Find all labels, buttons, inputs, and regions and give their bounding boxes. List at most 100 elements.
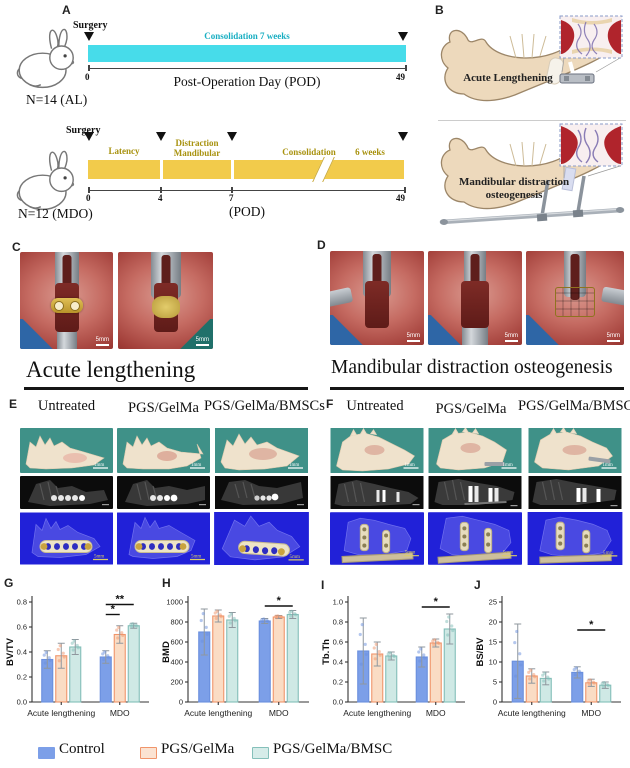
mdo-diagram <box>439 123 625 225</box>
microct-3d-image: 5mm <box>213 512 310 565</box>
timeline-axis-mdo <box>88 190 406 191</box>
caption-underline <box>330 387 624 390</box>
microct-3d-image: 5mm <box>330 512 424 565</box>
scaffold-graft <box>151 295 180 318</box>
rabbit-icon <box>16 28 75 89</box>
distraction-label-2: Mandibular <box>173 148 221 158</box>
col-pgs-gelma-bmscs: PGS/GelMa/BMSCs <box>518 398 630 414</box>
caption-underline <box>24 387 308 390</box>
svg-text:0.8: 0.8 <box>17 598 27 607</box>
svg-text:BMD: BMD <box>161 641 172 663</box>
svg-text:20: 20 <box>489 618 497 627</box>
ct-screw-cluster <box>484 527 493 554</box>
ct-screw-cluster <box>582 529 591 554</box>
distractor-pin <box>540 179 550 217</box>
svg-text:BV/TV: BV/TV <box>5 637 16 666</box>
tick-0: 0 <box>86 193 91 203</box>
svg-text:0.6: 0.6 <box>333 638 343 647</box>
pod-axis-title-2: (POD) <box>229 204 265 219</box>
svg-text:MDO: MDO <box>269 708 289 718</box>
bar <box>429 642 442 703</box>
axis-tick <box>88 65 90 71</box>
marker-day7 <box>227 132 237 141</box>
xray-screws <box>576 488 581 502</box>
svg-text:25: 25 <box>489 598 497 607</box>
legend-swatch-control <box>38 747 55 759</box>
distractor-pin <box>576 175 586 213</box>
svg-text:0: 0 <box>493 698 497 707</box>
col-pgs-gelma: PGS/GelMa <box>128 400 199 416</box>
xray-image <box>20 476 113 509</box>
panel-b-divider <box>438 120 626 121</box>
specimen-photo: 1mm <box>20 428 113 473</box>
surgical-drape <box>526 315 568 345</box>
svg-text:0.2: 0.2 <box>333 678 343 687</box>
marker-day4 <box>156 132 166 141</box>
latency-segment <box>88 160 160 179</box>
microct-3d-image: 5mm <box>428 512 522 565</box>
tick-4: 4 <box>158 193 163 203</box>
scale-bar: 5mm <box>504 333 518 342</box>
n-label-al: N=14 (AL) <box>26 92 88 107</box>
tick-7: 7 <box>229 193 234 203</box>
scale-bar: 5mm <box>290 554 300 560</box>
surgical-photo-mdo-2: 5mm <box>428 251 522 345</box>
panel-letter-d: D <box>317 238 326 252</box>
rabbit-icon <box>16 150 75 211</box>
scale-bar: 5mm <box>603 550 613 556</box>
microct-3d-image: 5mm <box>117 512 210 565</box>
consolidation-label: Consolidation <box>282 147 336 157</box>
specimen-photo: 1mm <box>526 428 624 473</box>
svg-text:Acute lengthening: Acute lengthening <box>498 708 566 718</box>
axis-tick <box>88 187 90 193</box>
bar <box>272 616 285 703</box>
svg-text:5: 5 <box>493 678 497 687</box>
surgery-label-1: Surgery <box>73 20 108 31</box>
svg-text:200: 200 <box>170 678 183 687</box>
scale-bar: 1mm <box>191 463 201 468</box>
surgery-marker <box>84 32 94 41</box>
gold-plate <box>50 297 83 313</box>
specimen-photo: 1mm <box>330 428 424 473</box>
axis-tick <box>405 65 407 71</box>
scale-bar: 5mm <box>405 550 415 556</box>
acute-lengthening-diagram <box>440 15 623 102</box>
bar <box>127 625 140 703</box>
legend-label-pgs-gelma-bmsc: PGS/GelMa/BMSC <box>273 741 393 757</box>
bar <box>113 633 126 703</box>
xray-image <box>213 476 310 509</box>
rabbit-eye <box>63 54 67 58</box>
surgery-label-2: Surgery <box>66 125 101 136</box>
legend-label-pgs-gelma: PGS/GelMa <box>161 741 235 757</box>
xray-screws <box>468 486 473 502</box>
distractor-rod <box>439 207 625 225</box>
scale-bar: 5mm <box>406 333 420 342</box>
xray-screws <box>376 490 380 502</box>
clamp-icon <box>330 287 354 309</box>
clamp-icon <box>600 286 624 307</box>
svg-text:0.8: 0.8 <box>333 618 343 627</box>
svg-text:MDO: MDO <box>110 708 130 718</box>
timeline-bar-al <box>88 45 406 62</box>
scale-bar: 1mm <box>405 463 415 468</box>
specimen-photo: 1mm <box>117 428 210 473</box>
axis-tick <box>231 187 233 193</box>
chart-tbth: 0.0 0.2 0.4 0.6 0.8 1.0 Tb.Th Acute lengthening… <box>318 588 470 735</box>
scale-bar: 5mm <box>195 337 209 346</box>
svg-text:0.4: 0.4 <box>17 648 27 657</box>
latency-label: Latency <box>108 146 140 156</box>
distraction-label-1: Distraction <box>175 138 219 148</box>
weeks-label: 6 weeks <box>355 147 385 157</box>
bar <box>385 655 398 703</box>
chart-bsbv: 0 5 10 15 20 25 BS/BV Acute lengthening MDO * <box>472 588 626 735</box>
svg-text:Acute lengthening: Acute lengthening <box>27 708 95 718</box>
significance-label: * <box>434 596 439 608</box>
svg-text:0.4: 0.4 <box>333 658 343 667</box>
xray-image <box>428 476 522 509</box>
tick-49: 49 <box>396 72 405 82</box>
chart-svg: 0 5 10 15 20 25 BS/BV Acute lengthening MDO * <box>475 596 621 718</box>
panel-letter-b: B <box>435 3 444 17</box>
scale-bar: 5mm <box>191 555 201 560</box>
panel-letter-i: I <box>321 578 325 592</box>
mesh-plate <box>555 286 595 317</box>
